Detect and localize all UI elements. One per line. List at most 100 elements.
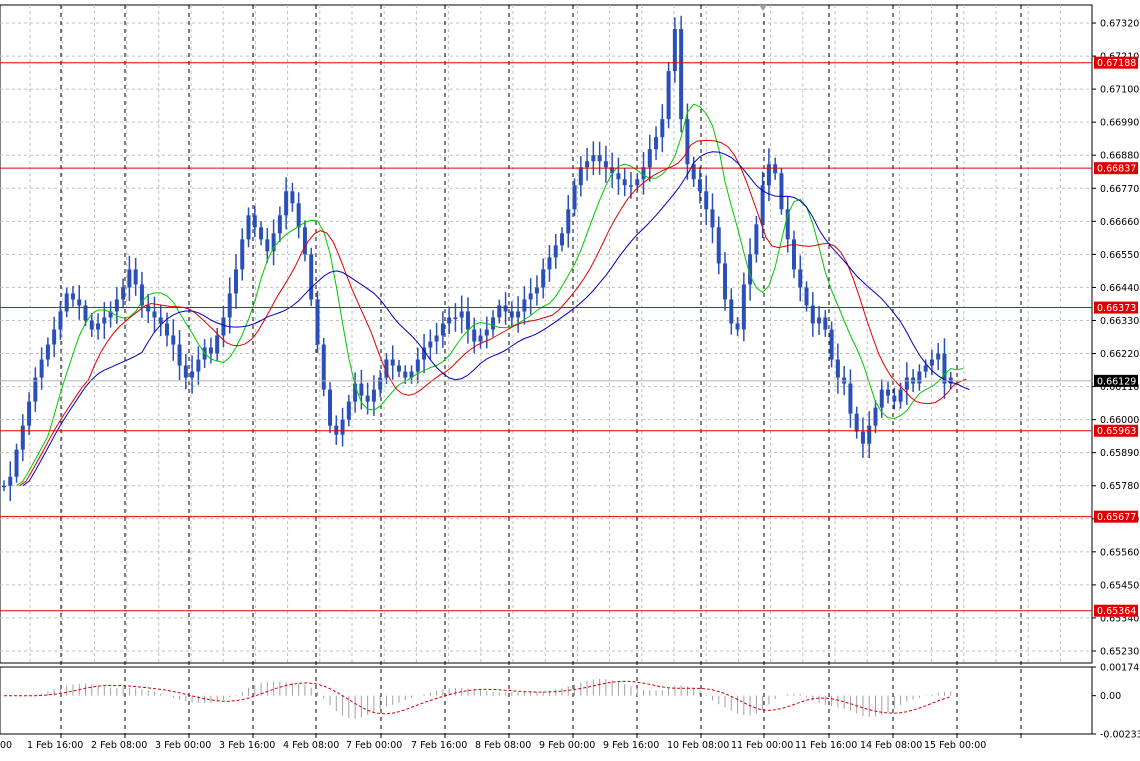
candle-body[interactable] [572,185,577,210]
chart-shift-marker[interactable] [759,5,767,11]
candle-body[interactable] [936,353,941,360]
candle-body[interactable] [227,293,232,318]
candle-body[interactable] [70,293,75,300]
candle-body[interactable] [96,323,101,330]
candle-body[interactable] [647,149,652,168]
candle-body[interactable] [277,215,282,234]
candle-body[interactable] [873,407,878,426]
candle-body[interactable] [484,329,489,336]
candle-body[interactable] [284,191,289,216]
candle-body[interactable] [265,239,270,252]
candle-body[interactable] [547,257,552,270]
candle-body[interactable] [867,425,872,444]
candle-body[interactable] [697,179,702,192]
candle-body[interactable] [817,317,822,324]
candle-body[interactable] [252,215,257,228]
candle-body[interactable] [422,347,427,360]
candle-body[interactable] [591,155,596,162]
candle-body[interactable] [679,29,684,120]
candle-body[interactable] [829,329,834,360]
candle-body[interactable] [77,299,82,306]
candle-body[interactable] [20,425,25,450]
candle-body[interactable] [334,425,339,435]
candle-body[interactable] [603,161,608,168]
candle-body[interactable] [622,179,627,186]
candle-body[interactable] [754,224,759,255]
candle-body[interactable] [302,227,307,255]
candle-body[interactable] [860,431,865,444]
candle-body[interactable] [760,185,765,225]
candle-body[interactable] [359,383,364,396]
candle-body[interactable] [886,389,891,396]
candle-body[interactable] [666,71,671,120]
candle-body[interactable] [704,191,709,210]
candle-body[interactable] [415,359,420,372]
candle-body[interactable] [190,371,195,378]
candle-body[interactable] [315,299,320,345]
candle-body[interactable] [246,215,251,240]
candle-body[interactable] [773,164,778,174]
candle-body[interactable] [453,317,458,319]
candle-body[interactable] [879,389,884,408]
candle-body[interactable] [672,29,677,72]
candle-body[interactable] [497,305,502,318]
candle-body[interactable] [892,395,897,402]
candle-body[interactable] [8,476,13,486]
candle-body[interactable] [259,227,264,240]
candle-body[interactable] [33,377,38,402]
candle-body[interactable] [353,383,358,402]
candle-body[interactable] [428,341,433,348]
candle-body[interactable] [121,287,126,300]
candle-body[interactable] [791,239,796,270]
candle-body[interactable] [804,287,809,306]
candle-body[interactable] [616,173,621,180]
candle-body[interactable] [378,377,383,390]
candle-body[interactable] [171,335,176,345]
candle-body[interactable] [89,320,94,330]
candle-body[interactable] [660,119,665,138]
candle-body[interactable] [942,353,947,384]
candle-body[interactable] [898,389,903,402]
candle-body[interactable] [766,164,771,186]
candle-body[interactable] [459,311,464,318]
candle-body[interactable] [748,254,753,285]
candle-body[interactable] [553,245,558,258]
candle-body[interactable] [384,359,389,378]
candle-body[interactable] [823,317,828,330]
candle-body[interactable] [735,323,740,330]
candle-body[interactable] [396,365,401,372]
candle-body[interactable] [177,344,182,366]
candle-body[interactable] [465,311,470,330]
candle-body[interactable] [503,305,508,312]
candle-body[interactable] [654,137,659,150]
candle-body[interactable] [516,311,521,318]
candle-body[interactable] [917,371,922,384]
candle-body[interactable] [478,335,483,342]
candle-body[interactable] [578,167,583,186]
candle-body[interactable] [139,284,144,306]
candle-body[interactable] [741,284,746,330]
candle-body[interactable] [810,305,815,324]
candle-body[interactable] [146,305,151,312]
candle-body[interactable] [165,323,170,336]
candle-body[interactable] [321,344,326,390]
candle-body[interactable] [39,359,44,378]
candle-body[interactable] [114,299,119,312]
candle-body[interactable] [64,293,69,312]
candle-body[interactable] [196,359,201,372]
candle-body[interactable] [221,317,226,336]
candle-body[interactable] [848,383,853,414]
candle-body[interactable] [371,389,376,402]
candle-body[interactable] [390,359,395,366]
candle-body[interactable] [2,485,6,488]
candle-body[interactable] [716,227,721,264]
candle-body[interactable] [409,371,414,378]
candle-body[interactable] [27,401,32,426]
candle-body[interactable] [240,239,245,270]
candle-body[interactable] [290,191,295,204]
candle-body[interactable] [233,269,238,294]
candle-body[interactable] [58,311,63,330]
candle-body[interactable] [560,233,565,246]
candle-body[interactable] [779,173,784,210]
